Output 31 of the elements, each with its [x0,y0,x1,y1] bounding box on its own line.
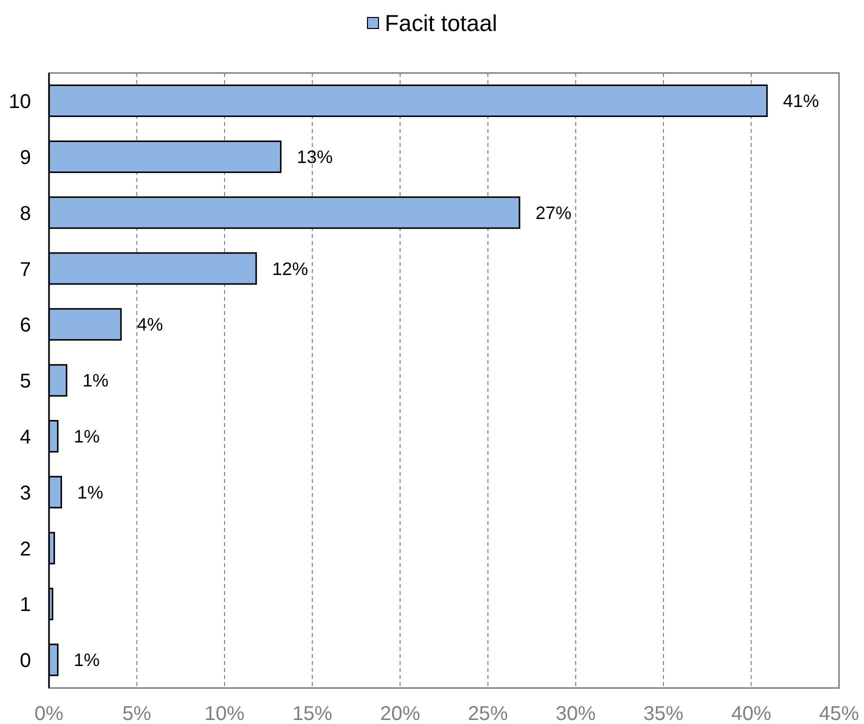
y-tick-label: 1 [20,594,31,616]
data-label: 4% [136,314,163,335]
x-tick-label: 10% [204,703,245,724]
data-label: 1% [74,650,100,670]
y-tick-label: 4 [20,426,31,449]
y-tick-label: 6 [20,314,31,337]
legend-label: Facit totaal [384,10,498,36]
x-tick-label: 25% [468,703,508,724]
x-tick-label: 45% [818,703,860,724]
x-tick-label: 5% [122,703,152,724]
x-tick-label: 30% [556,703,596,724]
x-tick-label: 35% [643,703,684,724]
data-label: 12% [272,258,308,279]
x-tick-label: 40% [731,703,772,724]
data-label: 1% [74,426,100,447]
y-tick-label: 8 [20,202,31,225]
y-tick-label: 7 [20,258,31,281]
x-tick-label: 20% [380,703,420,724]
y-tick-label: 0 [20,650,31,672]
data-label: 41% [783,91,820,112]
x-tick-label: 0% [34,703,64,724]
data-label: 13% [296,147,333,168]
data-label: 27% [535,202,572,223]
data-label: 1% [82,370,109,391]
data-label: 1% [77,482,104,502]
y-tick-label: 3 [20,482,31,504]
x-tick-label: 15% [292,703,333,724]
y-tick-label: 2 [20,538,31,560]
y-tick-label: 9 [20,146,31,169]
y-tick-label: 5 [20,370,31,393]
y-tick-label: 10 [8,91,31,114]
